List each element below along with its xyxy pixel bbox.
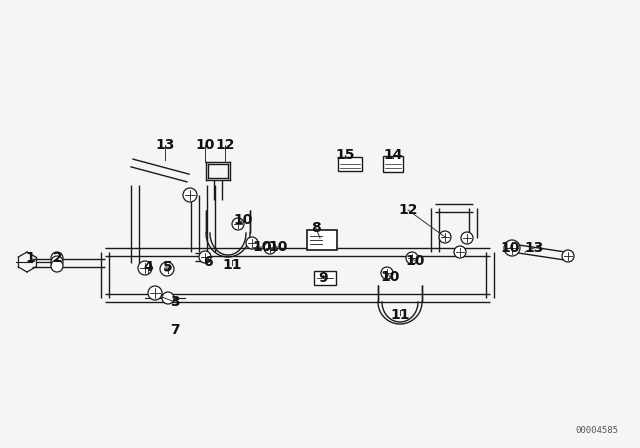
Text: 10: 10 <box>380 270 400 284</box>
Circle shape <box>562 250 574 262</box>
Text: 4: 4 <box>143 260 153 274</box>
Bar <box>383 156 403 172</box>
Circle shape <box>164 266 170 272</box>
Circle shape <box>264 242 276 254</box>
Text: 8: 8 <box>311 221 321 235</box>
Text: 12: 12 <box>398 203 418 217</box>
Bar <box>307 230 337 250</box>
Circle shape <box>439 231 451 243</box>
Bar <box>338 157 362 171</box>
Text: 14: 14 <box>383 148 403 162</box>
Circle shape <box>183 188 197 202</box>
Text: 12: 12 <box>215 138 235 152</box>
Text: 10: 10 <box>500 241 520 255</box>
Circle shape <box>454 246 466 258</box>
Circle shape <box>199 251 211 263</box>
Circle shape <box>162 292 174 304</box>
Circle shape <box>138 261 152 275</box>
Text: 3: 3 <box>170 295 180 309</box>
Text: 1: 1 <box>25 251 35 265</box>
Text: 10: 10 <box>405 254 425 268</box>
Circle shape <box>51 256 63 268</box>
Text: 10: 10 <box>268 240 288 254</box>
Text: 11: 11 <box>390 308 410 322</box>
Text: 10: 10 <box>234 213 253 227</box>
Text: 00004585: 00004585 <box>575 426 618 435</box>
Text: 15: 15 <box>335 148 355 162</box>
Circle shape <box>51 260 63 272</box>
Text: 10: 10 <box>195 138 214 152</box>
Text: 7: 7 <box>170 323 180 337</box>
Text: 13: 13 <box>524 241 544 255</box>
Text: 10: 10 <box>252 240 272 254</box>
Text: 5: 5 <box>163 260 173 274</box>
Circle shape <box>406 252 418 264</box>
Circle shape <box>51 252 63 264</box>
Text: 11: 11 <box>222 258 242 272</box>
Text: 9: 9 <box>318 271 328 285</box>
Circle shape <box>461 232 473 244</box>
Text: 6: 6 <box>203 255 213 269</box>
Circle shape <box>381 267 393 279</box>
Text: 13: 13 <box>156 138 175 152</box>
Circle shape <box>246 237 258 249</box>
Circle shape <box>504 240 520 256</box>
Circle shape <box>232 218 244 230</box>
Bar <box>314 271 336 285</box>
Text: 2: 2 <box>53 251 63 265</box>
Circle shape <box>160 262 174 276</box>
Circle shape <box>148 286 162 300</box>
